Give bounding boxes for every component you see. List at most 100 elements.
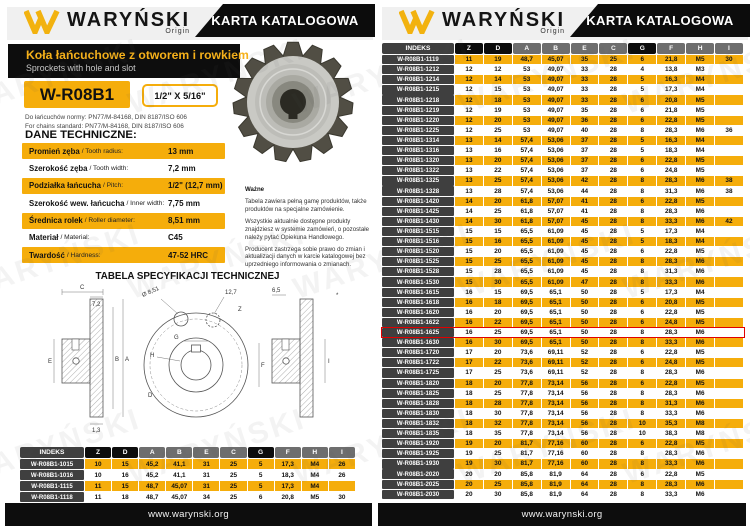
table-row: W-R08B1-1115 11 15 48,7 45,07 31 25 5 17,3 M4 xyxy=(20,481,356,491)
cell: 20 xyxy=(455,489,483,499)
cell: 19 xyxy=(483,55,512,65)
cell: 20 xyxy=(483,115,512,125)
cell: 56 xyxy=(570,398,599,408)
index-cell: W-R08B1-1215 xyxy=(382,85,454,95)
cell: 49,07 xyxy=(541,85,570,95)
cell: 30 xyxy=(483,408,512,419)
cell: 45 xyxy=(570,247,599,257)
cell xyxy=(715,206,743,216)
cell: 18 xyxy=(455,408,483,419)
spec-label: Szerokość zęba xyxy=(29,163,88,173)
cell: 6 xyxy=(628,439,657,449)
cell: 18 xyxy=(455,418,483,429)
cell: 28 xyxy=(599,105,628,115)
cell: 81,7 xyxy=(512,439,541,449)
column-header-d: D xyxy=(483,43,512,54)
cell: M5 xyxy=(686,95,715,105)
table-row: W-R08B1-1322 13 22 57,4 53,06 37 28 6 24,8 M5 xyxy=(382,166,744,176)
cell: 8 xyxy=(628,327,657,338)
cell: M4 xyxy=(686,85,715,95)
cell: 5 xyxy=(628,85,657,95)
brand-name: WARYŃSKI xyxy=(67,9,191,31)
cell: 6 xyxy=(628,469,657,479)
cell: 31,3 xyxy=(657,267,686,277)
cell: 8 xyxy=(628,267,657,277)
cell: 16 xyxy=(455,307,483,317)
cell: 28 xyxy=(599,378,628,388)
cell: 16 xyxy=(483,145,512,156)
cell: 21,8 xyxy=(657,105,686,115)
cell: 28,3 xyxy=(657,176,686,186)
spec-value: 1/2" (12,7 mm) xyxy=(168,181,223,191)
cell: 18,3 xyxy=(274,470,301,480)
cell: M4 xyxy=(686,226,715,237)
important-note: Ważne Tabela zawiera pełną gamę produktó… xyxy=(245,186,373,273)
spec-row: Szerokość zęba / Tooth width: 7,2 mm xyxy=(22,160,225,177)
cell: 30 xyxy=(483,489,512,499)
cell: 28 xyxy=(599,327,628,338)
table-row: W-R08B1-1118 11 18 48,7 45,07 34 25 6 20,8 M5 30 xyxy=(20,492,356,502)
cell: M5 xyxy=(686,439,715,449)
cell: 14 xyxy=(455,216,483,226)
cell: 77,8 xyxy=(512,418,541,429)
cell: 73,14 xyxy=(541,388,570,398)
cell: 48,7 xyxy=(512,55,541,65)
cell xyxy=(715,277,743,287)
cell: 61,09 xyxy=(541,277,570,287)
cell: 77,16 xyxy=(541,449,570,459)
cell: 53 xyxy=(512,95,541,105)
cell: M6 xyxy=(686,186,715,196)
index-cell: W-R08B1-1420 xyxy=(382,196,454,206)
cell: 45 xyxy=(570,216,599,226)
table-row: W-R08B1-1119 11 19 48,7 45,07 35 25 6 21,8 M5 30 xyxy=(382,55,744,65)
table-header-row: INDEKS Z D A B E C G F H I xyxy=(20,447,356,458)
cell: 22 xyxy=(483,317,512,328)
spec-sublabel: / Pitch: xyxy=(102,182,124,190)
spec-row: Materiał / Material: C45 xyxy=(22,229,225,246)
cell: 22,8 xyxy=(657,156,686,166)
cell: 69,11 xyxy=(541,358,570,368)
cell: M6 xyxy=(686,338,715,348)
cell: 65,1 xyxy=(541,297,570,307)
cell: 57,4 xyxy=(512,145,541,156)
cell: 37 xyxy=(570,145,599,156)
cell xyxy=(715,338,743,348)
note-paragraph: Producent zastrzega sobie prawo do zmian… xyxy=(245,245,366,269)
cell: 28,3 xyxy=(657,479,686,489)
cell: 28 xyxy=(599,307,628,317)
cell: 15 xyxy=(455,247,483,257)
cell: 69,5 xyxy=(512,327,541,338)
cell: 77,16 xyxy=(541,459,570,469)
cell: 28 xyxy=(599,287,628,297)
cell: 69,5 xyxy=(512,297,541,307)
cell: 6 xyxy=(628,317,657,328)
cell: 49,07 xyxy=(541,65,570,75)
cell: 5 xyxy=(247,481,274,491)
cell: 25 xyxy=(483,327,512,338)
cell: 28,3 xyxy=(657,206,686,216)
cell: 28 xyxy=(599,186,628,196)
cell xyxy=(715,368,743,378)
table-row: W-R08B1-1820 18 20 77,8 73,14 56 28 6 22,8 M5 xyxy=(382,378,744,388)
table-row: W-R08B1-1520 15 20 65,5 61,09 45 28 6 22,8 M5 xyxy=(382,247,744,257)
spec-value: 8,51 mm xyxy=(168,216,201,226)
cell: 16 xyxy=(455,327,483,338)
cell: 73,14 xyxy=(541,408,570,419)
cell: 20 xyxy=(483,348,512,358)
cell: 28 xyxy=(599,449,628,459)
cell: 37 xyxy=(570,135,599,146)
cell: 20 xyxy=(455,479,483,489)
column-header-h: H xyxy=(686,43,715,54)
table-row: W-R08B1-1516 15 16 65,5 61,09 45 28 5 18,3 M4 xyxy=(382,236,744,247)
cell: 41,1 xyxy=(166,459,193,469)
column-header-z: Z xyxy=(455,43,483,54)
cell: 28 xyxy=(483,267,512,277)
cell: 6 xyxy=(628,348,657,358)
cell: 20 xyxy=(483,156,512,166)
cell xyxy=(715,388,743,398)
table-row: W-R08B1-1219 12 19 53 49,07 35 28 6 21,8 M5 xyxy=(382,105,744,115)
cell xyxy=(715,95,743,105)
dim-label-72: 7,2 xyxy=(92,302,101,308)
cell: 45 xyxy=(570,236,599,247)
cell: 61,09 xyxy=(541,226,570,237)
